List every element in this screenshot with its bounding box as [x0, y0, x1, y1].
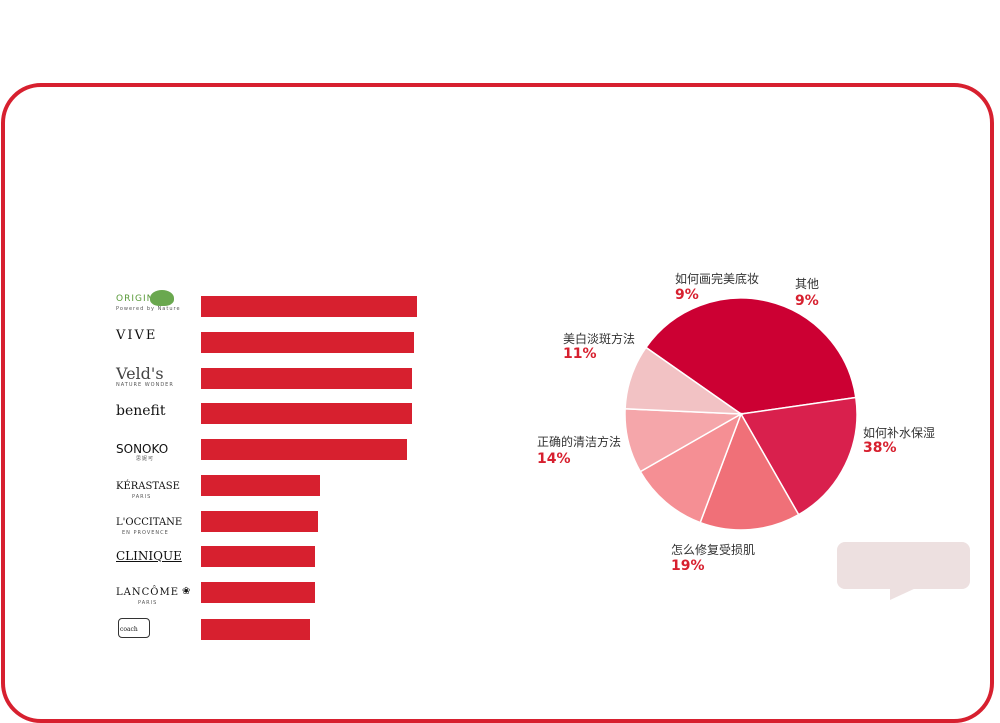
- pie-label: 正确的清洁方法: [537, 435, 622, 449]
- brand-logo-coach: coach: [116, 618, 196, 642]
- bar: [201, 332, 414, 353]
- pie-slice: [699, 412, 800, 531]
- pie-label: 美白淡斑方法: [563, 332, 636, 346]
- bar: [201, 582, 315, 603]
- pie-label: 怎么修复受损肌: [671, 543, 756, 557]
- bar: [201, 403, 412, 424]
- carriage-icon: [118, 618, 150, 638]
- bar: [201, 475, 320, 496]
- tree-icon: [150, 290, 174, 306]
- brand-logo-sonoko: SONOKO 思妮可: [116, 442, 169, 462]
- brand-logo-loccitane: L'OCCITANE EN PROVENCE: [116, 517, 183, 536]
- bar: [201, 439, 407, 460]
- brand-logo-lancome: LANCÔME PARIS ❀: [116, 586, 191, 606]
- pie-label: 如何画完美底妆: [675, 272, 760, 286]
- speech-bubble-tail: [890, 588, 916, 600]
- pie-slice: [739, 396, 858, 516]
- pie-pct: 9%: [675, 287, 699, 303]
- bar: [201, 511, 318, 532]
- rose-icon: ❀: [182, 586, 191, 597]
- pie-pct: 9%: [795, 293, 819, 309]
- brand-logo-kerastase: KÉRASTASE PARIS: [116, 481, 180, 500]
- pie-label: 如何补水保湿: [863, 426, 936, 440]
- brand-logo-velds: Veld's NATURE WONDER: [116, 364, 174, 389]
- bar: [201, 368, 412, 389]
- bar: [201, 619, 310, 640]
- brand-logo-vive: VIVE: [116, 328, 158, 343]
- bar: [201, 296, 417, 317]
- brand-logo-origins: ORIGINS Powered by Nature: [116, 290, 196, 316]
- pie-pct: 14%: [537, 451, 571, 467]
- brand-logo-clinique: CLINIQUE: [116, 549, 182, 563]
- pie-chart: [624, 297, 858, 531]
- pie-slice: [639, 412, 743, 524]
- pie-pct: 38%: [863, 440, 897, 456]
- pie-pct: 11%: [563, 346, 597, 362]
- brand-logo-benefit: benefit: [116, 403, 166, 419]
- pie-label: 其他: [795, 277, 820, 291]
- bar: [201, 546, 315, 567]
- pie-slice: [644, 297, 857, 415]
- pie-pct: 19%: [671, 558, 705, 574]
- pie-slice: [624, 346, 744, 415]
- speech-bubble: [837, 542, 970, 589]
